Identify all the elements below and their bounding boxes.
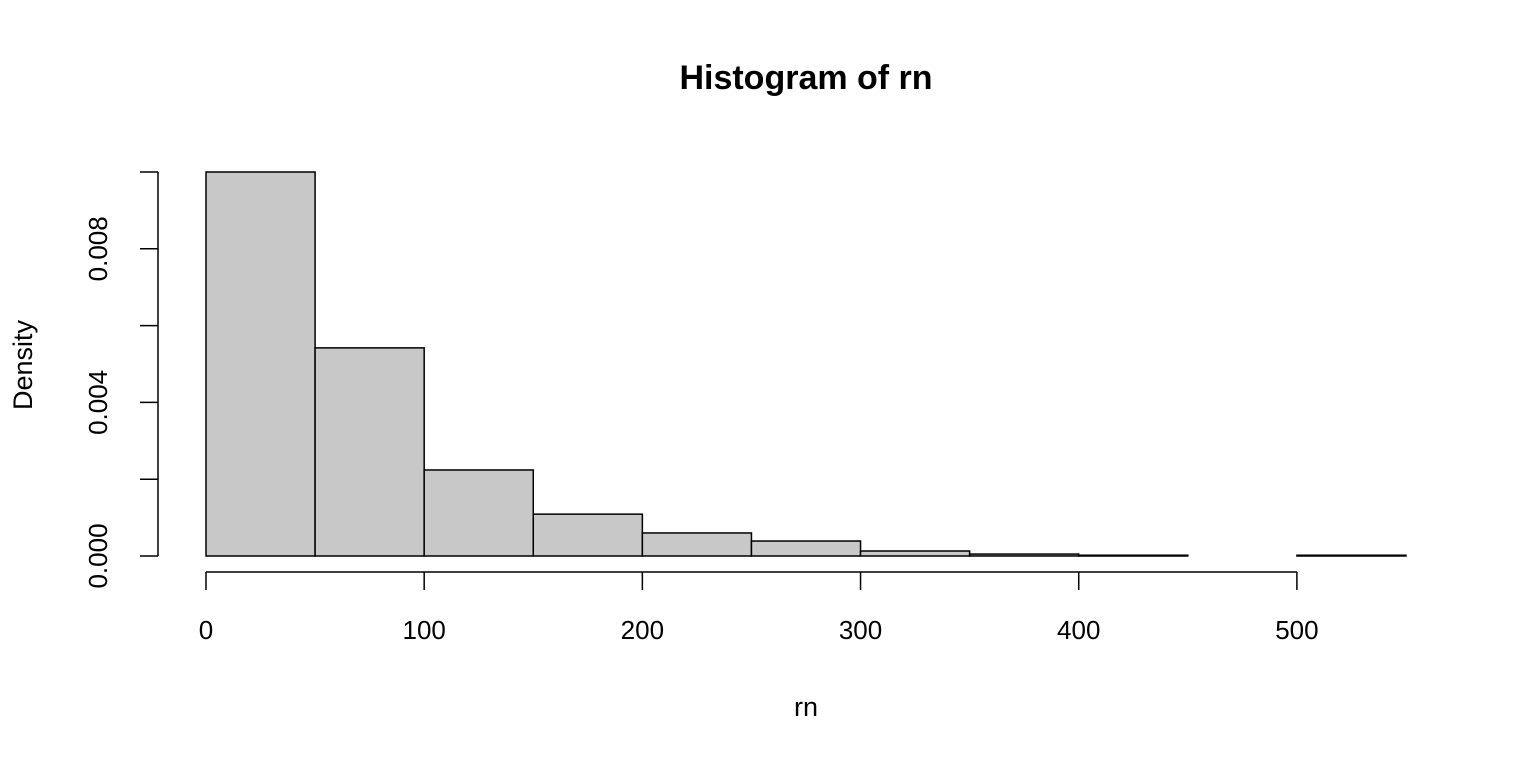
y-axis-label: Density: [8, 319, 38, 410]
bar: [1077, 554, 1189, 557]
bar: [1296, 554, 1407, 557]
bar: [423, 469, 535, 557]
x-tick-label: 100: [402, 615, 445, 645]
y-tick-label: 0.004: [83, 370, 113, 435]
bar: [532, 513, 644, 557]
bar: [641, 532, 753, 557]
x-tick-label: 300: [839, 615, 882, 645]
chart-title: Histogram of rn: [679, 59, 932, 97]
bar: [968, 553, 1080, 557]
bar: [750, 540, 862, 557]
x-axis-label: rn: [794, 692, 818, 722]
x-tick-label: 0: [199, 615, 213, 645]
bar: [314, 347, 425, 557]
bar: [859, 550, 971, 557]
bar: [205, 171, 316, 557]
x-tick-label: 400: [1057, 615, 1100, 645]
y-tick-label: 0.000: [83, 523, 113, 588]
x-tick-label: 200: [621, 615, 664, 645]
x-tick-label: 500: [1275, 615, 1318, 645]
y-tick-label: 0.008: [83, 216, 113, 281]
